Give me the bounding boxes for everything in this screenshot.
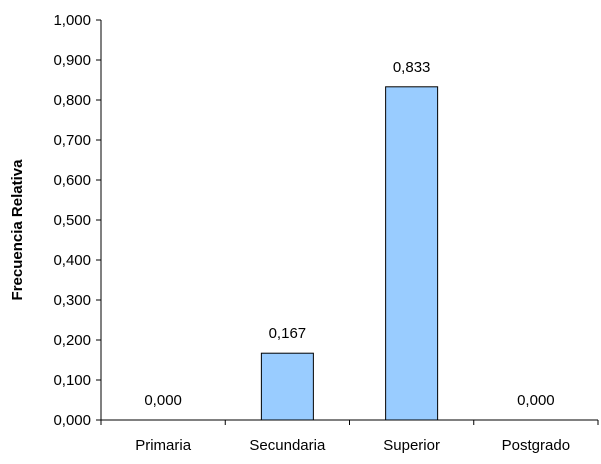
axes-group — [100, 20, 598, 421]
x-tick-label: Primaria — [135, 437, 191, 454]
y-tick-label: 0,200 — [53, 332, 91, 349]
y-tick-label: 0,300 — [53, 292, 91, 309]
y-tick-label: 0,100 — [53, 372, 91, 389]
data-label: 0,000 — [144, 392, 182, 409]
data-label: 0,833 — [393, 59, 431, 76]
y-tick-label: 0,000 — [53, 412, 91, 429]
x-tick-label: Secundaria — [249, 437, 326, 454]
y-tick-label: 0,600 — [53, 172, 91, 189]
data-label: 0,167 — [269, 325, 307, 342]
y-tick-label: 0,700 — [53, 132, 91, 149]
bar-secundaria — [260, 352, 314, 421]
y-axis-title-group: Frecuencia Relativa — [9, 159, 26, 301]
y-ticks-group: 0,000 0,100 0,200 0,300 0,400 0,500 0,600 0,700… — [53, 12, 101, 429]
x-ticks-group: Primaria Secundaria Superior Postgrado — [100, 420, 599, 454]
y-tick-label: 1,000 — [53, 12, 91, 29]
bar-superior — [385, 86, 439, 421]
y-axis-title: Frecuencia Relativa — [9, 159, 26, 301]
y-tick-label: 0,400 — [53, 252, 91, 269]
y-tick-label: 0,900 — [53, 52, 91, 69]
x-tick-label: Superior — [383, 437, 440, 454]
y-tick-label: 0,500 — [53, 212, 91, 229]
bars-group — [260, 86, 439, 421]
data-labels-group: 0,000 0,167 0,833 0,000 — [144, 59, 554, 409]
x-tick-label: Postgrado — [502, 437, 570, 454]
data-label: 0,000 — [517, 392, 555, 409]
y-tick-label: 0,800 — [53, 92, 91, 109]
